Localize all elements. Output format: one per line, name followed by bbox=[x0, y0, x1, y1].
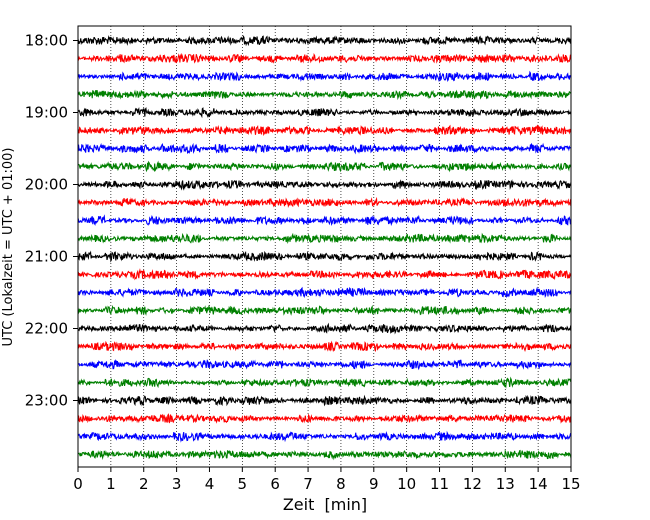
seismogram-trace bbox=[77, 232, 572, 244]
x-tick-label: 9 bbox=[369, 475, 379, 493]
y-tick-label: 18:00 bbox=[25, 32, 68, 50]
seismogram-trace bbox=[77, 106, 572, 119]
x-tick-label: 6 bbox=[270, 475, 280, 493]
y-axis-ticks: 18:00 19:00 20:00 21:00 22:00 23:00 bbox=[25, 32, 78, 410]
y-axis-label: UTC (Lokalzeit = UTC + 01:00) bbox=[1, 148, 16, 347]
seismogram-trace bbox=[77, 214, 572, 227]
x-tick-label: 7 bbox=[303, 475, 313, 493]
seismogram-trace bbox=[77, 179, 572, 191]
x-tick-label: 12 bbox=[463, 475, 482, 493]
seismogram-trace bbox=[77, 304, 572, 316]
x-tick-label: 1 bbox=[106, 475, 116, 493]
seismogram-trace bbox=[77, 70, 572, 83]
x-axis-ticks: 0 1 2 3 4 5 6 7 8 9 10 11 12 13 14 15 bbox=[73, 467, 581, 493]
seismogram-trace bbox=[77, 322, 572, 335]
seismogram-trace bbox=[77, 196, 572, 208]
plot-frame bbox=[77, 25, 572, 468]
x-tick-label: 15 bbox=[561, 475, 580, 493]
seismogram-trace bbox=[77, 250, 572, 263]
y-tick-label: 21:00 bbox=[25, 248, 68, 266]
seismogram-trace bbox=[77, 268, 572, 281]
seismogram-trace bbox=[77, 340, 572, 353]
seismogram-trace bbox=[77, 124, 572, 137]
x-tick-label: 14 bbox=[529, 475, 548, 493]
x-tick-label: 5 bbox=[238, 475, 248, 493]
seismogram-trace bbox=[77, 52, 572, 64]
x-tick-label: 10 bbox=[397, 475, 416, 493]
y-tick-label: 22:00 bbox=[25, 320, 68, 338]
seismogram-trace bbox=[77, 413, 572, 424]
x-tick-label: 11 bbox=[430, 475, 449, 493]
x-tick-label: 13 bbox=[496, 475, 515, 493]
seismogram-trace bbox=[77, 34, 572, 47]
seismogram-trace bbox=[77, 286, 572, 299]
trace-group bbox=[77, 34, 572, 461]
seismogram-trace bbox=[77, 142, 571, 155]
seismogram-trace bbox=[77, 376, 572, 389]
seismogram-trace bbox=[77, 359, 572, 371]
x-tick-label: 0 bbox=[73, 475, 83, 493]
y-tick-label: 20:00 bbox=[25, 176, 68, 194]
x-tick-label: 3 bbox=[172, 475, 182, 493]
seismogram-trace bbox=[77, 449, 572, 461]
x-tick-label: 4 bbox=[205, 475, 215, 493]
x-tick-label: 8 bbox=[336, 475, 346, 493]
seismogram-trace bbox=[77, 89, 572, 101]
seismogram-trace bbox=[77, 394, 572, 407]
y-tick-label: 19:00 bbox=[25, 104, 68, 122]
y-tick-label: 23:00 bbox=[25, 392, 68, 410]
seismogram-trace bbox=[77, 160, 572, 173]
seismogram-trace bbox=[77, 430, 572, 443]
x-tick-label: 2 bbox=[139, 475, 149, 493]
x-axis-label: Zeit [min] bbox=[283, 495, 367, 514]
